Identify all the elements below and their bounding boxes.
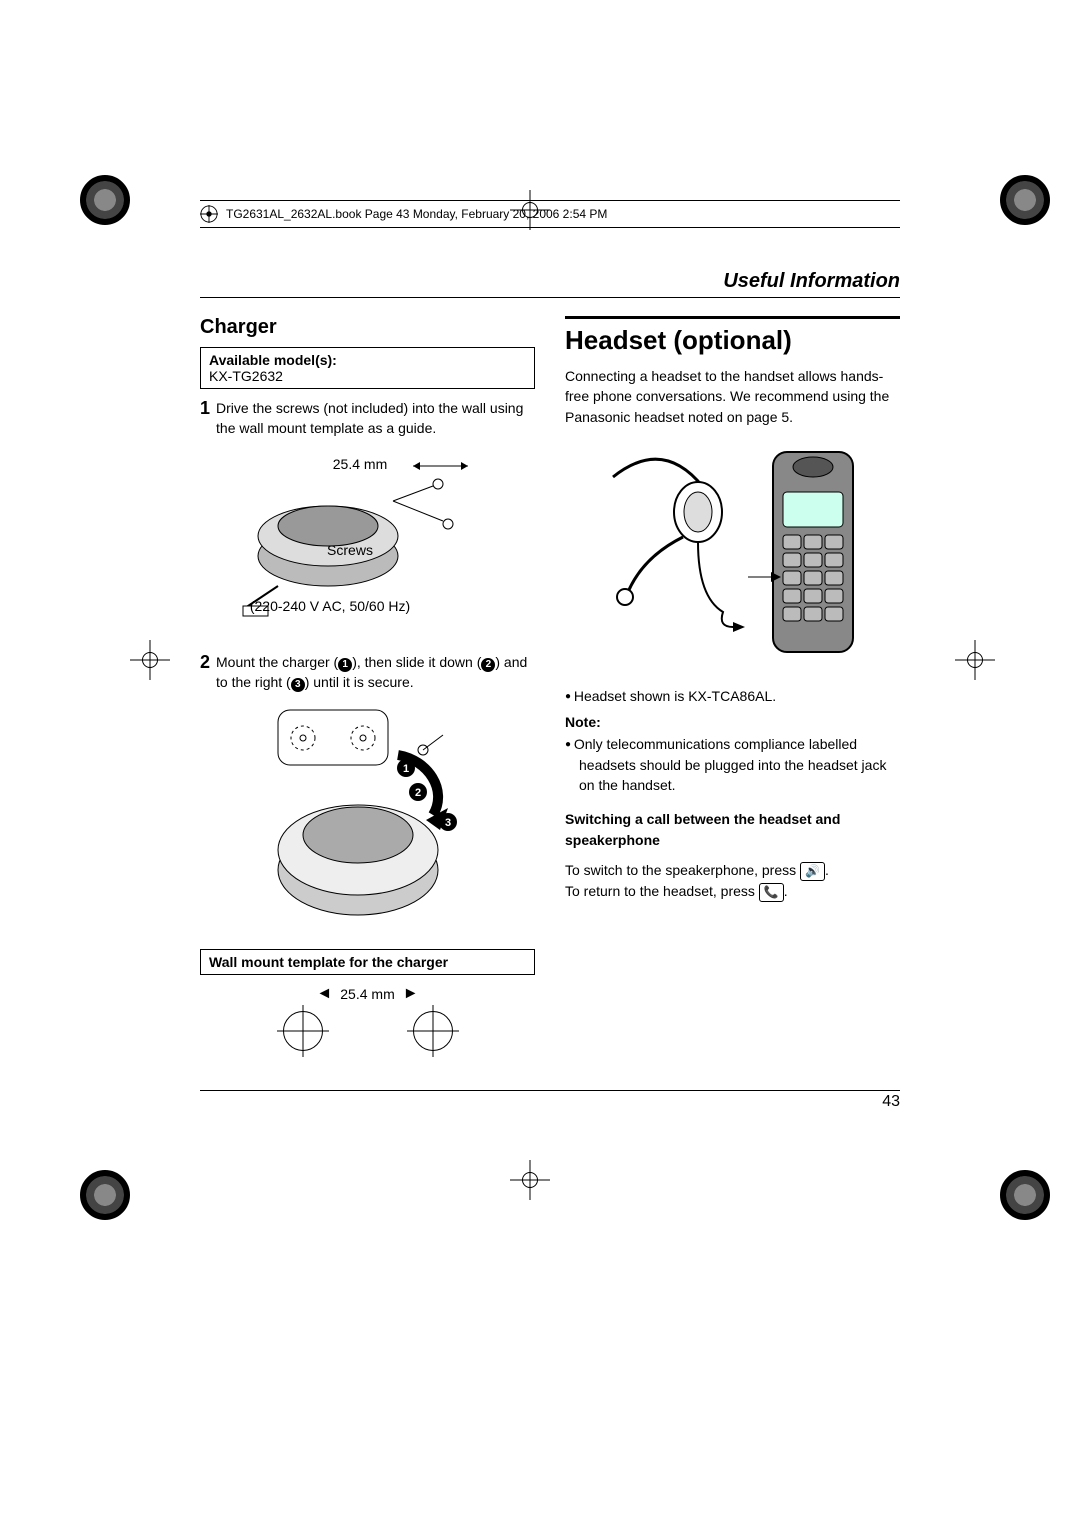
headset-shown-note: Headset shown is KX-TCA86AL. bbox=[565, 686, 900, 707]
print-header-text: TG2631AL_2632AL.book Page 43 Monday, Feb… bbox=[226, 207, 607, 221]
arrow-left-icon: ◄ bbox=[316, 985, 332, 1003]
headset-handset-diagram bbox=[583, 437, 883, 667]
svg-text:1: 1 bbox=[402, 763, 408, 775]
footer-rule bbox=[200, 1090, 900, 1091]
headset-intro: Connecting a headset to the handset allo… bbox=[565, 366, 900, 427]
page-content: Useful Information Charger Available mod… bbox=[200, 270, 900, 1051]
power-label: (220-240 V AC, 50/60 Hz) bbox=[240, 598, 420, 614]
step-number: 1 bbox=[200, 399, 210, 438]
arrow-right-icon: ► bbox=[403, 985, 419, 1003]
step-1: 1 Drive the screws (not included) into t… bbox=[200, 399, 535, 438]
switch-text: . bbox=[825, 862, 829, 878]
switch-heading: Switching a call between the headset and… bbox=[565, 809, 900, 850]
wall-mount-template bbox=[200, 1011, 535, 1051]
switch-text: To switch to the speakerphone, press bbox=[565, 862, 800, 878]
step-text-part: Mount the charger ( bbox=[216, 654, 338, 670]
step-text: Drive the screws (not included) into the… bbox=[216, 399, 535, 438]
book-mark-icon bbox=[200, 205, 218, 223]
template-dim-value: 25.4 mm bbox=[340, 986, 394, 1002]
switch-text: . bbox=[784, 883, 788, 899]
svg-text:2: 2 bbox=[414, 787, 420, 799]
circle-2-icon: 2 bbox=[481, 658, 495, 672]
note-label: Note: bbox=[565, 714, 900, 730]
register-mark-icon bbox=[510, 1160, 550, 1200]
step-text-part: ), then slide it down ( bbox=[352, 654, 481, 670]
template-dimension: ◄ 25.4 mm ► bbox=[200, 985, 535, 1003]
charger-heading: Charger bbox=[200, 316, 535, 339]
crop-mark-icon bbox=[1000, 175, 1050, 225]
charger-mount-figure: 1 2 3 bbox=[200, 700, 535, 935]
svg-text:3: 3 bbox=[444, 817, 450, 829]
left-column: Charger Available model(s): KX-TG2632 1 … bbox=[200, 316, 535, 1051]
step-2: 2 Mount the charger (1), then slide it d… bbox=[200, 653, 535, 692]
available-models-label: Available model(s): bbox=[209, 352, 337, 368]
template-label-box: Wall mount template for the charger bbox=[200, 949, 535, 975]
template-hole-icon bbox=[413, 1011, 453, 1051]
dimension-label: 25.4 mm bbox=[300, 456, 420, 472]
headset-figure bbox=[565, 437, 900, 672]
step-number: 2 bbox=[200, 653, 210, 692]
screws-label: Screws bbox=[310, 542, 390, 558]
template-hole-icon bbox=[283, 1011, 323, 1051]
charger-mount-diagram: 1 2 3 bbox=[248, 700, 488, 930]
step-text-part: ) until it is secure. bbox=[305, 674, 414, 690]
register-mark-icon bbox=[955, 640, 995, 680]
circle-3-icon: 3 bbox=[291, 678, 305, 692]
section-title: Useful Information bbox=[200, 270, 900, 298]
switch-line-1: To switch to the speakerphone, press 🔊. … bbox=[565, 860, 900, 902]
note-text: Only telecommunications compliance label… bbox=[565, 734, 900, 795]
template-label: Wall mount template for the charger bbox=[209, 954, 448, 970]
crop-mark-icon bbox=[80, 1170, 130, 1220]
page-number: 43 bbox=[882, 1093, 900, 1111]
crop-mark-icon bbox=[80, 175, 130, 225]
speaker-button-icon: 🔊 bbox=[800, 862, 825, 881]
charger-figure-1: 25.4 mm Screws (220-240 V AC, 50/60 Hz) bbox=[200, 446, 535, 679]
available-models-value: KX-TG2632 bbox=[209, 368, 283, 384]
circle-1-icon: 1 bbox=[338, 658, 352, 672]
print-header: TG2631AL_2632AL.book Page 43 Monday, Feb… bbox=[200, 200, 900, 228]
headset-heading: Headset (optional) bbox=[565, 316, 900, 356]
switch-text: To return to the headset, press bbox=[565, 883, 759, 899]
talk-button-icon: 📞 bbox=[759, 883, 784, 902]
available-models-box: Available model(s): KX-TG2632 bbox=[200, 347, 535, 389]
right-column: Headset (optional) Connecting a headset … bbox=[565, 316, 900, 1051]
register-mark-icon bbox=[130, 640, 170, 680]
crop-mark-icon bbox=[1000, 1170, 1050, 1220]
step-text: Mount the charger (1), then slide it dow… bbox=[216, 653, 535, 692]
